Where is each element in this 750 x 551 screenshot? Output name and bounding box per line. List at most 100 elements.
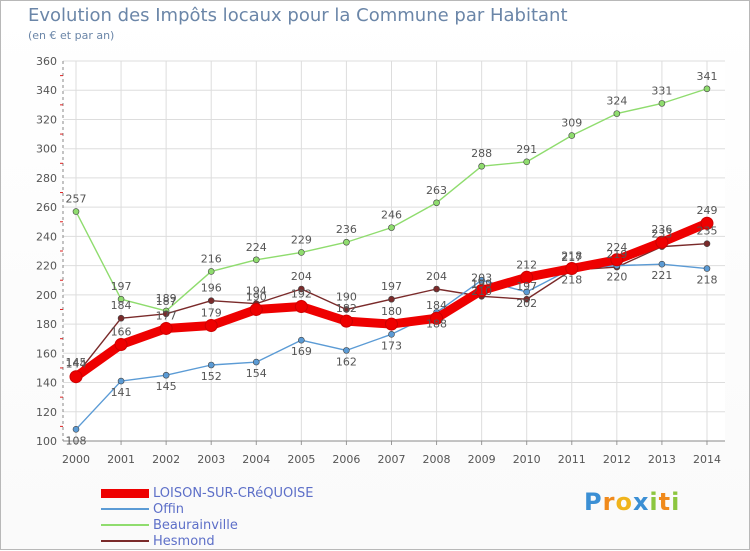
x-tick-label: 2014 [693,453,721,466]
data-label: 246 [381,209,402,222]
legend-label: Offin [153,501,185,517]
data-label: 204 [291,270,312,283]
data-label: 216 [201,252,222,265]
data-label: 203 [471,271,492,284]
data-label: 182 [336,302,357,315]
data-point [298,249,305,256]
data-point [658,260,666,268]
data-point [207,361,215,369]
data-point [298,336,305,344]
data-label: 235 [696,225,717,238]
legend-item: Hesmond [101,533,314,549]
x-tick-label: 2006 [332,453,360,466]
data-point [162,310,170,318]
data-point [568,132,576,139]
data-point [72,208,80,215]
data-point [703,240,711,247]
x-tick-label: 2000 [62,453,90,466]
data-label: 236 [651,223,672,236]
data-point [433,285,440,293]
data-label: 141 [111,386,132,399]
data-point [520,270,534,284]
y-tick-label: 180 [36,318,57,331]
data-label: 219 [606,248,627,261]
data-point [294,300,308,314]
x-tick-label: 2005 [287,453,315,466]
x-tick-label: 2011 [558,453,586,466]
data-point [610,253,624,267]
data-point [343,238,350,246]
data-label: 177 [156,309,177,322]
data-label: 108 [66,434,87,447]
data-point [252,358,260,366]
legend-item: Beaurainville [101,517,314,533]
data-label: 341 [696,70,717,83]
data-label: 257 [66,193,87,206]
data-label: 309 [561,117,582,130]
data-point [658,100,666,107]
data-point [72,426,80,433]
x-tick-label: 2008 [423,453,451,466]
x-tick-label: 2010 [513,453,541,466]
y-tick-label: 120 [36,406,57,419]
data-point [69,370,83,384]
data-label: 221 [651,269,672,282]
x-tick-label: 2012 [603,453,631,466]
logo-letter: i [649,488,659,516]
data-point [117,295,125,303]
data-label: 204 [426,270,447,283]
data-label: 162 [336,355,357,368]
legend-label: Beaurainville [153,517,238,533]
data-label: 152 [201,370,222,383]
data-label: 196 [201,282,222,295]
chart-subtitle: (en € et par an) [28,29,115,42]
data-point [478,276,485,284]
data-point [523,158,531,166]
y-tick-label: 240 [36,230,57,243]
data-point [388,224,395,231]
data-point [343,306,350,313]
data-label: 224 [606,241,627,254]
x-tick-label: 2001 [107,453,135,466]
data-label: 188 [426,317,447,330]
data-point [523,295,531,303]
data-label: 236 [336,223,357,236]
data-label: 291 [516,143,537,156]
data-label: 224 [246,241,267,254]
y-tick-label: 200 [36,289,57,302]
y-tick-label: 220 [36,260,57,273]
data-label: 192 [291,288,312,301]
data-label: 218 [696,274,717,287]
data-label: 187 [156,295,177,308]
x-tick-label: 2002 [152,453,180,466]
data-point [343,347,350,354]
data-label: 166 [111,326,132,339]
data-label: 173 [381,339,402,352]
data-label: 202 [516,297,537,310]
data-point [433,199,440,207]
data-point [252,256,260,264]
x-tick-label: 2004 [242,453,270,466]
data-label: 249 [696,204,717,217]
data-label: 233 [651,228,672,241]
x-tick-label: 2009 [468,453,496,466]
data-label: 194 [246,285,267,298]
data-point [204,319,218,333]
data-point [475,283,489,297]
legend-swatch-loison [101,488,149,498]
data-point [162,371,170,379]
data-label: 263 [426,184,447,197]
data-label: 197 [516,280,537,293]
data-label: 217 [561,251,582,264]
data-point [114,338,128,352]
x-tick-label: 2007 [377,453,405,466]
data-label: 145 [156,380,177,393]
data-point [700,216,714,230]
y-tick-label: 320 [36,113,57,126]
x-tick-label: 2013 [648,453,676,466]
legend-swatch-hesmond [101,540,149,542]
data-point [207,268,215,275]
data-point [655,235,669,249]
